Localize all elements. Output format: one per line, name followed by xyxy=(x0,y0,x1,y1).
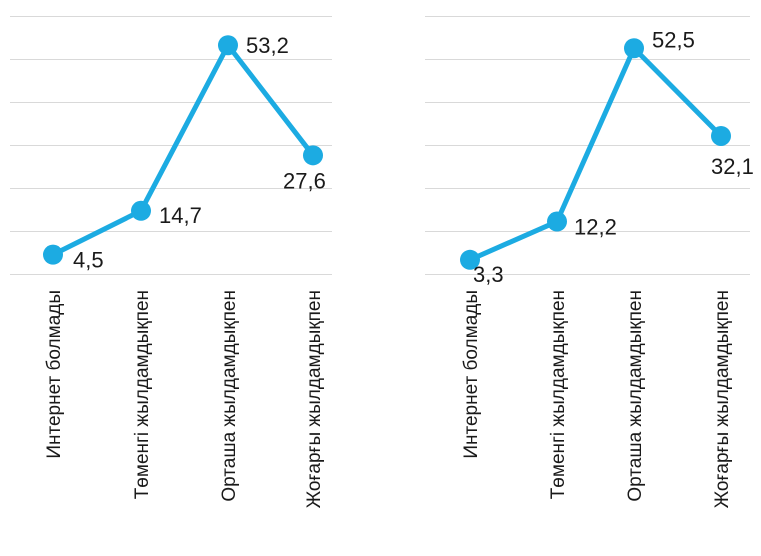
x-tick-label: Төменгі жылдамдықпен xyxy=(132,290,153,499)
data-point xyxy=(711,125,731,146)
data-point xyxy=(303,145,323,166)
data-point xyxy=(460,249,480,270)
chart-right: 3,3 12,2 52,5 32,1 Интернет болмады Төменгі ж… xyxy=(425,16,754,508)
data-label: 12,2 xyxy=(574,215,617,240)
data-label: 52,5 xyxy=(652,27,695,52)
data-point xyxy=(131,200,151,221)
data-label: 32,1 xyxy=(711,154,754,179)
x-tick-label: Жоғарғы жылдамдықпен xyxy=(712,290,733,508)
data-label: 14,7 xyxy=(159,203,202,228)
x-tick-label: Жоғарғы жылдамдықпен xyxy=(304,290,325,508)
data-point xyxy=(218,35,238,56)
data-label: 4,5 xyxy=(73,248,104,273)
data-point xyxy=(43,244,63,265)
x-tick-label: Интернет болмады xyxy=(461,290,482,459)
data-point xyxy=(624,38,644,59)
x-tick-label: Төменгі жылдамдықпен xyxy=(548,290,569,499)
data-point xyxy=(547,211,567,232)
data-label: 27,6 xyxy=(283,168,326,193)
x-tick-label: Орташа жылдамдықпен xyxy=(219,290,240,502)
data-label: 3,3 xyxy=(473,262,504,287)
series-line xyxy=(467,45,724,263)
x-tick-label: Интернет болмады xyxy=(44,290,65,459)
chart-left: 4,5 14,7 53,2 27,6 Интернет болмады Төменгі ж… xyxy=(10,16,332,508)
data-label: 53,2 xyxy=(246,33,289,58)
x-tick-label: Орташа жылдамдықпен xyxy=(625,290,646,502)
series-line xyxy=(50,42,316,258)
